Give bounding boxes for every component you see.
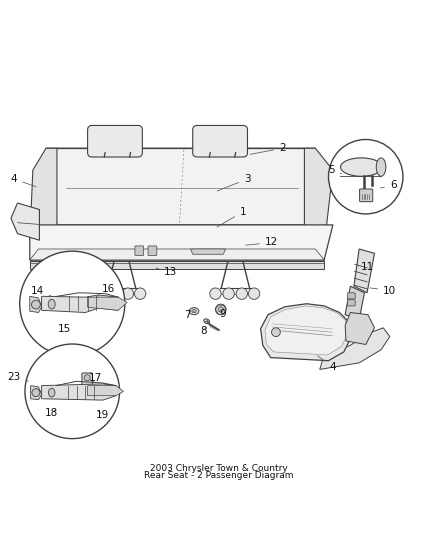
Circle shape [84, 375, 90, 381]
Text: 6: 6 [380, 181, 397, 190]
Text: 13: 13 [156, 266, 177, 277]
Text: 11: 11 [355, 262, 374, 272]
Polygon shape [30, 260, 324, 262]
Circle shape [25, 344, 120, 439]
Polygon shape [88, 386, 124, 395]
Polygon shape [31, 386, 42, 400]
Circle shape [210, 288, 221, 300]
Text: 15: 15 [58, 324, 71, 334]
Polygon shape [42, 384, 116, 400]
Text: Rear Seat - 2 Passenger Diagram: Rear Seat - 2 Passenger Diagram [144, 471, 294, 480]
Ellipse shape [48, 388, 55, 397]
Polygon shape [30, 225, 333, 260]
Text: 18: 18 [45, 408, 58, 418]
Polygon shape [320, 328, 390, 369]
Polygon shape [88, 297, 127, 310]
Polygon shape [345, 312, 374, 344]
Circle shape [272, 328, 280, 336]
FancyBboxPatch shape [347, 293, 355, 299]
Ellipse shape [192, 310, 196, 313]
Text: 12: 12 [246, 237, 278, 247]
Polygon shape [30, 249, 324, 260]
Polygon shape [261, 304, 350, 361]
Circle shape [32, 389, 40, 397]
FancyBboxPatch shape [82, 373, 92, 387]
Text: 17: 17 [89, 373, 102, 383]
Circle shape [96, 288, 107, 300]
Text: 1: 1 [217, 207, 247, 227]
Circle shape [20, 251, 125, 356]
Circle shape [328, 140, 403, 214]
Circle shape [109, 288, 120, 300]
Text: 5: 5 [328, 165, 342, 175]
Polygon shape [42, 295, 118, 312]
FancyBboxPatch shape [135, 246, 144, 255]
Ellipse shape [204, 319, 210, 324]
Circle shape [32, 300, 40, 309]
Polygon shape [30, 261, 324, 269]
Text: 8: 8 [200, 326, 207, 336]
Circle shape [223, 288, 234, 300]
Circle shape [218, 307, 223, 312]
Text: 2003 Chrysler Town & Country: 2003 Chrysler Town & Country [150, 464, 288, 473]
Ellipse shape [189, 308, 199, 314]
Text: 4: 4 [318, 356, 336, 372]
Circle shape [134, 288, 146, 300]
Circle shape [215, 304, 226, 314]
Text: 19: 19 [96, 410, 110, 421]
Circle shape [236, 288, 247, 300]
Ellipse shape [48, 300, 55, 309]
Text: 23: 23 [7, 372, 28, 382]
Polygon shape [30, 296, 42, 312]
Polygon shape [304, 148, 333, 247]
FancyBboxPatch shape [347, 300, 355, 306]
Polygon shape [345, 286, 364, 320]
Text: 7: 7 [184, 310, 194, 320]
Text: 10: 10 [370, 286, 396, 296]
Polygon shape [354, 249, 374, 293]
Text: 3: 3 [217, 174, 251, 191]
Polygon shape [30, 148, 57, 247]
FancyBboxPatch shape [148, 246, 157, 255]
Text: 2: 2 [250, 143, 286, 154]
Polygon shape [11, 203, 39, 240]
Circle shape [248, 288, 260, 300]
FancyBboxPatch shape [193, 125, 247, 157]
Circle shape [122, 288, 134, 300]
Ellipse shape [376, 158, 386, 176]
FancyBboxPatch shape [88, 125, 142, 157]
Polygon shape [191, 249, 226, 254]
Text: 4: 4 [11, 174, 36, 187]
Text: 16: 16 [97, 284, 115, 296]
Polygon shape [46, 148, 315, 225]
Polygon shape [265, 306, 347, 355]
Ellipse shape [340, 158, 382, 176]
Text: 14: 14 [31, 286, 52, 296]
FancyBboxPatch shape [360, 189, 373, 201]
Text: 9: 9 [219, 309, 226, 319]
